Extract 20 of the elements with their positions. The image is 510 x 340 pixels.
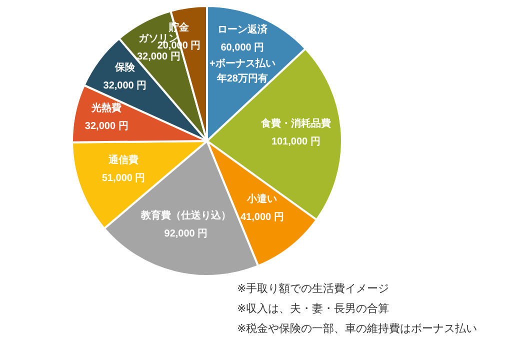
data-label: 101,000 円 xyxy=(271,136,320,148)
slice-label: 小遣い xyxy=(246,192,278,205)
slice-label: 通信費 xyxy=(108,154,139,166)
text: ※税金や保険の一部、車の維持費はボーナス払い xyxy=(237,322,478,335)
text: 年28万円有 xyxy=(216,72,268,84)
data-label: 41,000 円 xyxy=(240,212,284,223)
text: ※収入は、夫・妻・長男の合算 xyxy=(237,302,390,315)
slice-label: 食費・消耗品費 xyxy=(260,117,331,130)
data-label: 32,000 円 xyxy=(84,120,128,132)
slice-label: 光熱費 xyxy=(90,102,122,114)
data-label: 51,000 円 xyxy=(102,173,146,184)
slice-label: 保険 xyxy=(114,61,136,74)
data-label: 92,000 円 xyxy=(164,228,208,240)
text: ※手取り額での生活費イメージ xyxy=(237,282,390,295)
data-label: 32,000 円 xyxy=(136,52,180,63)
data-label: 60,000 円 xyxy=(220,42,264,54)
data-label: 32,000 円 xyxy=(103,80,147,92)
text: +ボーナス払い xyxy=(210,57,276,70)
slice-label: ローン返済 xyxy=(217,23,268,36)
slice-label: 教育費（仕送り込） xyxy=(140,210,231,222)
